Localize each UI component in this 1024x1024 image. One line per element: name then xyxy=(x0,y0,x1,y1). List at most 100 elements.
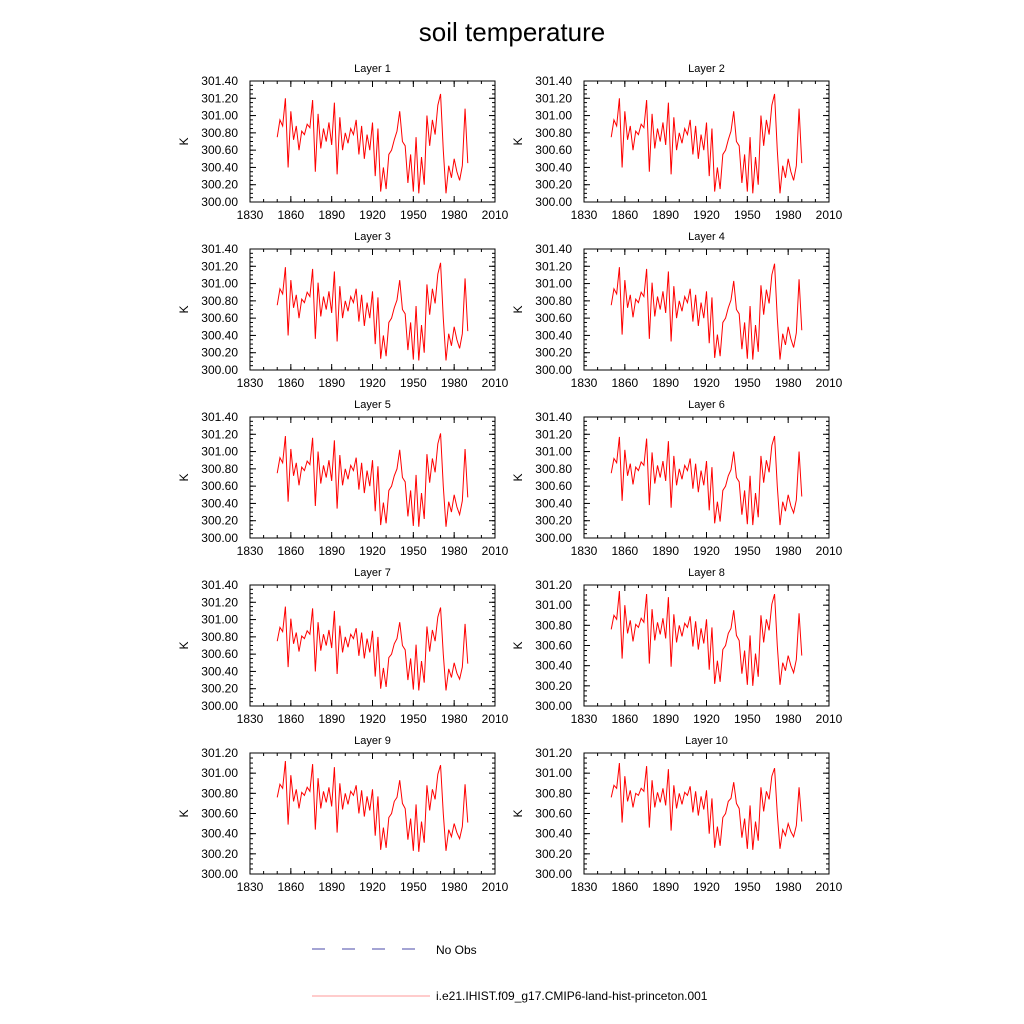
panel-title: Layer 2 xyxy=(688,63,725,75)
y-tick-label: 301.20 xyxy=(201,427,238,441)
y-axis-label: K xyxy=(177,305,191,313)
panel-title: Layer 4 xyxy=(688,231,725,243)
y-tick-label: 301.40 xyxy=(201,410,238,424)
y-tick-label: 301.00 xyxy=(201,109,238,123)
x-tick-label: 1980 xyxy=(441,376,468,390)
x-tick-label: 1830 xyxy=(237,208,264,222)
x-tick-label: 1890 xyxy=(652,712,679,726)
x-tick-label: 1920 xyxy=(693,376,720,390)
y-axis-label: K xyxy=(511,473,525,481)
y-tick-label: 301.20 xyxy=(535,427,572,441)
panel-title: Layer 8 xyxy=(688,567,725,579)
y-tick-label: 301.20 xyxy=(535,746,572,760)
plot-frame xyxy=(583,80,830,203)
x-tick-label: 1860 xyxy=(277,376,304,390)
y-tick-label: 300.20 xyxy=(535,346,572,360)
y-tick-label: 300.60 xyxy=(535,639,572,653)
y-tick-label: 300.60 xyxy=(535,311,572,325)
legend-run-label: i.e21.IHIST.f09_g17.CMIP6-land-hist-prin… xyxy=(436,989,708,1003)
panel-layer-2: Layer 2 K 1830 1860 1890 1920 1950 1980 2010 300.… xyxy=(511,63,843,222)
x-tick-label: 1830 xyxy=(237,376,264,390)
x-tick-label: 1890 xyxy=(318,376,345,390)
x-tick-label: 1830 xyxy=(571,376,598,390)
y-tick-label: 301.20 xyxy=(201,595,238,609)
x-tick-label: 1950 xyxy=(400,208,427,222)
x-tick-label: 1890 xyxy=(652,544,679,558)
x-tick-label: 1920 xyxy=(693,208,720,222)
y-tick-label: 301.20 xyxy=(201,746,238,760)
panel-layer-3: Layer 3 K 1830 1860 1890 1920 1950 1980 2010 300.… xyxy=(177,231,509,390)
x-tick-label: 1860 xyxy=(277,712,304,726)
y-tick-label: 300.40 xyxy=(201,328,238,342)
plot-frame xyxy=(249,248,496,371)
x-tick-label: 2010 xyxy=(816,880,843,894)
x-tick-label: 1890 xyxy=(652,376,679,390)
y-tick-label: 301.00 xyxy=(201,613,238,627)
y-tick-label: 300.80 xyxy=(201,126,238,140)
x-tick-label: 1860 xyxy=(611,544,638,558)
x-tick-label: 1920 xyxy=(693,544,720,558)
y-tick-label: 300.60 xyxy=(535,807,572,821)
y-tick-label: 301.00 xyxy=(201,445,238,459)
y-tick-label: 300.00 xyxy=(201,363,238,377)
x-tick-label: 2010 xyxy=(482,880,509,894)
panel-title: Layer 3 xyxy=(354,231,391,243)
y-axis-label: K xyxy=(177,137,191,145)
x-tick-label: 1920 xyxy=(359,880,386,894)
y-axis-label: K xyxy=(511,641,525,649)
plot-frame xyxy=(249,416,496,539)
y-tick-label: 300.60 xyxy=(201,807,238,821)
y-tick-label: 300.20 xyxy=(201,847,238,861)
y-tick-label: 301.00 xyxy=(201,766,238,780)
y-tick-label: 300.80 xyxy=(535,786,572,800)
y-tick-label: 300.60 xyxy=(535,143,572,157)
x-tick-label: 1980 xyxy=(775,544,802,558)
series-line xyxy=(610,263,803,360)
panel-layer-10: Layer 10 K 1830 1860 1890 1920 1950 1980 2010 300… xyxy=(511,735,843,894)
y-tick-label: 300.00 xyxy=(535,195,572,209)
y-tick-label: 300.20 xyxy=(201,178,238,192)
x-tick-label: 1890 xyxy=(318,712,345,726)
y-tick-label: 300.20 xyxy=(535,178,572,192)
series-line xyxy=(610,93,803,194)
x-tick-label: 2010 xyxy=(816,376,843,390)
y-tick-label: 300.60 xyxy=(201,479,238,493)
x-tick-label: 1950 xyxy=(734,208,761,222)
y-tick-label: 301.20 xyxy=(201,259,238,273)
x-tick-label: 1920 xyxy=(359,712,386,726)
y-axis-label: K xyxy=(177,809,191,817)
y-tick-label: 300.80 xyxy=(201,462,238,476)
x-tick-label: 2010 xyxy=(482,208,509,222)
panels: Layer 1 K 1830 1860 1890 1920 1950 1980 2010 300.… xyxy=(177,63,843,894)
x-tick-label: 1830 xyxy=(571,880,598,894)
panel-layer-4: Layer 4 K 1830 1860 1890 1920 1950 1980 2010 300.… xyxy=(511,231,843,390)
y-tick-label: 300.20 xyxy=(201,514,238,528)
x-tick-label: 1950 xyxy=(734,712,761,726)
x-tick-label: 1860 xyxy=(611,208,638,222)
x-tick-label: 2010 xyxy=(482,544,509,558)
x-tick-label: 1950 xyxy=(400,376,427,390)
y-tick-label: 301.40 xyxy=(535,410,572,424)
y-tick-label: 300.00 xyxy=(201,531,238,545)
panel-title: Layer 10 xyxy=(685,735,728,747)
x-tick-label: 1920 xyxy=(359,208,386,222)
legend-no-obs-label: No Obs xyxy=(436,943,477,957)
y-axis-label: K xyxy=(511,137,525,145)
panel-title: Layer 6 xyxy=(688,399,725,411)
y-tick-label: 300.40 xyxy=(535,160,572,174)
y-tick-label: 301.00 xyxy=(201,277,238,291)
plot-frame xyxy=(583,584,830,707)
y-tick-label: 300.80 xyxy=(535,462,572,476)
y-tick-label: 300.20 xyxy=(535,847,572,861)
y-tick-label: 300.20 xyxy=(201,682,238,696)
x-tick-label: 1950 xyxy=(734,544,761,558)
y-tick-label: 300.80 xyxy=(535,294,572,308)
x-tick-label: 1830 xyxy=(571,544,598,558)
x-tick-label: 1830 xyxy=(237,880,264,894)
panel-title: Layer 9 xyxy=(354,735,391,747)
series-line xyxy=(276,761,469,852)
y-tick-label: 300.00 xyxy=(535,363,572,377)
x-tick-label: 1890 xyxy=(652,208,679,222)
x-tick-label: 2010 xyxy=(816,544,843,558)
y-tick-label: 300.00 xyxy=(201,699,238,713)
